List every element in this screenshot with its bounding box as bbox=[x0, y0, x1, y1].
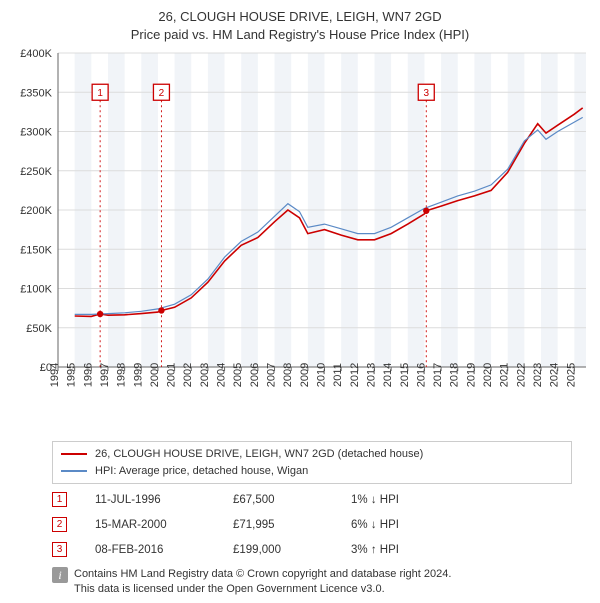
event-price: £71,995 bbox=[233, 519, 323, 531]
svg-text:2017: 2017 bbox=[432, 363, 444, 387]
legend-label-property: 26, CLOUGH HOUSE DRIVE, LEIGH, WN7 2GD (… bbox=[95, 446, 423, 463]
svg-text:2010: 2010 bbox=[315, 363, 327, 387]
svg-text:2007: 2007 bbox=[266, 363, 278, 387]
page: 26, CLOUGH HOUSE DRIVE, LEIGH, WN7 2GD P… bbox=[0, 0, 600, 603]
event-marker-icon: 3 bbox=[52, 542, 67, 557]
svg-text:1997: 1997 bbox=[99, 363, 111, 387]
svg-text:2022: 2022 bbox=[515, 363, 527, 387]
svg-text:2015: 2015 bbox=[399, 363, 411, 387]
svg-text:2011: 2011 bbox=[332, 363, 344, 387]
info-icon: i bbox=[52, 567, 68, 583]
svg-text:1: 1 bbox=[97, 88, 103, 99]
svg-text:2024: 2024 bbox=[549, 363, 561, 387]
event-hpi-delta: 3% ↑ HPI bbox=[351, 544, 451, 556]
event-marker-icon: 2 bbox=[52, 517, 67, 532]
footer-line-2: This data is licensed under the Open Gov… bbox=[74, 583, 385, 595]
svg-text:2009: 2009 bbox=[299, 363, 311, 387]
svg-text:2013: 2013 bbox=[365, 363, 377, 387]
event-price: £199,000 bbox=[233, 544, 323, 556]
title-line-1: 26, CLOUGH HOUSE DRIVE, LEIGH, WN7 2GD bbox=[6, 8, 594, 26]
svg-text:2025: 2025 bbox=[565, 363, 577, 387]
legend-row-property: 26, CLOUGH HOUSE DRIVE, LEIGH, WN7 2GD (… bbox=[61, 446, 563, 463]
svg-text:1994: 1994 bbox=[49, 363, 61, 387]
svg-text:£100K: £100K bbox=[20, 284, 52, 296]
svg-text:1998: 1998 bbox=[116, 363, 128, 387]
event-date: 11-JUL-1996 bbox=[95, 494, 205, 506]
svg-text:2019: 2019 bbox=[465, 363, 477, 387]
svg-text:2001: 2001 bbox=[166, 363, 178, 387]
svg-text:2016: 2016 bbox=[415, 363, 427, 387]
event-marker-icon: 1 bbox=[52, 492, 67, 507]
svg-text:1999: 1999 bbox=[132, 363, 144, 387]
svg-text:2014: 2014 bbox=[382, 363, 394, 387]
legend-row-hpi: HPI: Average price, detached house, Wiga… bbox=[61, 463, 563, 480]
event-price: £67,500 bbox=[233, 494, 323, 506]
svg-text:£200K: £200K bbox=[20, 205, 52, 217]
svg-text:2003: 2003 bbox=[199, 363, 211, 387]
svg-text:2002: 2002 bbox=[182, 363, 194, 387]
svg-text:2000: 2000 bbox=[149, 363, 161, 387]
svg-text:£50K: £50K bbox=[26, 323, 52, 335]
svg-text:2: 2 bbox=[159, 88, 165, 99]
svg-text:2018: 2018 bbox=[449, 363, 461, 387]
event-row: 3 08-FEB-2016 £199,000 3% ↑ HPI bbox=[52, 542, 572, 557]
footer-line-1: Contains HM Land Registry data © Crown c… bbox=[74, 568, 451, 580]
titles: 26, CLOUGH HOUSE DRIVE, LEIGH, WN7 2GD P… bbox=[6, 8, 594, 43]
event-hpi-delta: 6% ↓ HPI bbox=[351, 519, 451, 531]
svg-text:3: 3 bbox=[423, 88, 429, 99]
legend: 26, CLOUGH HOUSE DRIVE, LEIGH, WN7 2GD (… bbox=[52, 441, 572, 484]
svg-text:2023: 2023 bbox=[532, 363, 544, 387]
svg-text:2004: 2004 bbox=[216, 363, 228, 387]
svg-text:£300K: £300K bbox=[20, 127, 52, 139]
svg-text:2020: 2020 bbox=[482, 363, 494, 387]
event-date: 08-FEB-2016 bbox=[95, 544, 205, 556]
svg-text:2008: 2008 bbox=[282, 363, 294, 387]
event-row: 2 15-MAR-2000 £71,995 6% ↓ HPI bbox=[52, 517, 572, 532]
legend-label-hpi: HPI: Average price, detached house, Wiga… bbox=[95, 463, 308, 480]
title-line-2: Price paid vs. HM Land Registry's House … bbox=[6, 26, 594, 44]
svg-text:2012: 2012 bbox=[349, 363, 361, 387]
legend-swatch-red bbox=[61, 453, 87, 455]
footer-text: Contains HM Land Registry data © Crown c… bbox=[74, 567, 451, 597]
svg-text:2005: 2005 bbox=[232, 363, 244, 387]
svg-text:2006: 2006 bbox=[249, 363, 261, 387]
svg-text:£400K: £400K bbox=[20, 48, 52, 60]
event-date: 15-MAR-2000 bbox=[95, 519, 205, 531]
legend-swatch-blue bbox=[61, 470, 87, 472]
price-vs-hpi-chart: £0£50K£100K£150K£200K£250K£300K£350K£400… bbox=[6, 47, 594, 435]
event-hpi-delta: 1% ↓ HPI bbox=[351, 494, 451, 506]
footer: i Contains HM Land Registry data © Crown… bbox=[52, 567, 572, 597]
svg-text:1995: 1995 bbox=[66, 363, 78, 387]
svg-text:£350K: £350K bbox=[20, 87, 52, 99]
svg-text:£250K: £250K bbox=[20, 166, 52, 178]
svg-text:£150K: £150K bbox=[20, 244, 52, 256]
svg-text:1996: 1996 bbox=[82, 363, 94, 387]
event-row: 1 11-JUL-1996 £67,500 1% ↓ HPI bbox=[52, 492, 572, 507]
events-table: 1 11-JUL-1996 £67,500 1% ↓ HPI 2 15-MAR-… bbox=[52, 492, 572, 557]
svg-text:2021: 2021 bbox=[499, 363, 511, 387]
